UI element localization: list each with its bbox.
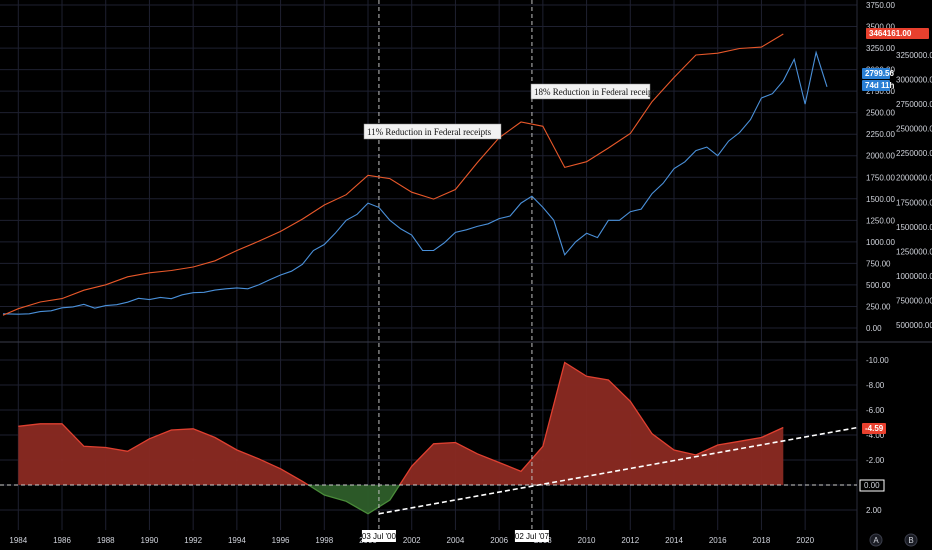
- y-tick-label: 750.00: [866, 259, 891, 268]
- date-label-bg: [361, 530, 396, 542]
- x-tick-label: 2020: [796, 536, 814, 545]
- lower-y-tick-label: 2.00: [866, 506, 882, 515]
- y-tick-label: 2750.00: [866, 87, 895, 96]
- x-tick-label: 2018: [753, 536, 771, 545]
- x-tick-label: 2002: [403, 536, 421, 545]
- date-label-text: 03 Jul '00: [362, 532, 397, 541]
- y2-tick-label: 1750000.00: [896, 198, 932, 207]
- surplus-region: [308, 485, 400, 514]
- receipts-line: [2, 33, 784, 316]
- y-tick-label: 1500.00: [866, 195, 895, 204]
- price-line: [2, 50, 828, 315]
- x-tick-label: 2006: [490, 536, 508, 545]
- lower-y-tick-label: -2.00: [866, 456, 885, 465]
- countdown-badge-bg: [862, 80, 890, 91]
- y-tick-label: 0.00: [866, 324, 882, 333]
- zero-badge-text: 0.00: [864, 481, 880, 490]
- corner-button[interactable]: [869, 533, 883, 547]
- annotations[interactable]: 11% Reduction in Federal receipts 18% Red…: [363, 83, 659, 140]
- trendline-segment[interactable]: [378, 426, 858, 515]
- zero-badge-bg: [859, 479, 885, 492]
- annotation-text: 11% Reduction in Federal receipts: [367, 127, 492, 137]
- receipts-badge-bg: [866, 28, 929, 39]
- y2-tick-label: 2000000.00: [896, 174, 932, 183]
- x-tick-label: 1990: [141, 536, 159, 545]
- x-tick-label: 1996: [272, 536, 290, 545]
- y-tick-label: 500.00: [866, 281, 891, 290]
- axis-labels: 1984198619881990199219941996199820002002…: [9, 1, 932, 545]
- price-badge-text: 2799.56: [865, 69, 894, 78]
- deficit-line: [399, 361, 784, 486]
- price-badges: 3464161.00 2799.56 74d 11h -4.59 0.00 03 Jul …: [361, 28, 929, 542]
- y2-tick-label: 1000000.00: [896, 272, 932, 281]
- x-tick-label: 2004: [447, 536, 465, 545]
- deficit-line: [18, 423, 309, 486]
- annotation-box[interactable]: [363, 123, 502, 140]
- main-series: [2, 33, 828, 316]
- date-label-bg: [514, 530, 549, 542]
- y2-tick-label: 2500000.00: [896, 125, 932, 134]
- annotation-box[interactable]: [530, 83, 651, 100]
- y-tick-label: 3500.00: [866, 23, 895, 32]
- x-tick-label: 2012: [621, 536, 639, 545]
- y2-tick-label: 1500000.00: [896, 223, 932, 232]
- x-tick-label: 1994: [228, 536, 246, 545]
- lower-y-tick-label: -4.00: [866, 431, 885, 440]
- y-tick-label: 2250.00: [866, 130, 895, 139]
- annotation-text: 18% Reduction in Federal receipts: [534, 87, 659, 97]
- countdown-badge-text: 74d 11h: [865, 81, 894, 90]
- y2-tick-label: 500000.00: [896, 321, 932, 330]
- y-tick-label: 1000.00: [866, 238, 895, 247]
- y2-tick-label: 750000.00: [896, 296, 932, 305]
- x-tick-label: 1986: [53, 536, 71, 545]
- y2-tick-label: 2750000.00: [896, 100, 932, 109]
- y2-tick-label: 2250000.00: [896, 149, 932, 158]
- x-tick-label: 1984: [9, 536, 27, 545]
- lower-y-tick-label: -10.00: [866, 356, 889, 365]
- y-tick-label: 2500.00: [866, 109, 895, 118]
- x-tick-label: 2016: [709, 536, 727, 545]
- y-tick-label: 3250.00: [866, 44, 895, 53]
- deficit-region: [399, 362, 784, 485]
- deficit-area: [0, 361, 857, 515]
- deficit-badge-bg: [862, 423, 886, 434]
- deficit-region: [18, 423, 309, 485]
- y-tick-label: 2000.00: [866, 152, 895, 161]
- corner-button[interactable]: [904, 533, 918, 547]
- deficit-badge-text: -4.59: [865, 424, 884, 433]
- corner-button-label: A: [873, 536, 879, 545]
- x-tick-label: 1992: [184, 536, 202, 545]
- grid-lines: [0, 0, 857, 530]
- y2-tick-label: 1250000.00: [896, 247, 932, 256]
- surplus-line: [308, 484, 401, 515]
- x-tick-label: 2010: [578, 536, 596, 545]
- corner-button-label: B: [908, 536, 913, 545]
- y-tick-label: 250.00: [866, 302, 891, 311]
- lower-y-tick-label: -8.00: [866, 381, 885, 390]
- x-tick-label: 2014: [665, 536, 683, 545]
- y-tick-label: 3750.00: [866, 1, 895, 10]
- lower-y-tick-label: -6.00: [866, 406, 885, 415]
- price-badge-bg: [862, 68, 890, 79]
- crosshair-lines: [378, 0, 533, 540]
- x-tick-label: 1988: [97, 536, 115, 545]
- y2-tick-label: 3250000.00: [896, 51, 932, 60]
- y2-tick-label: 3000000.00: [896, 76, 932, 85]
- y-tick-label: 1750.00: [866, 173, 895, 182]
- y-tick-label: 1250.00: [866, 216, 895, 225]
- trendline[interactable]: [378, 426, 858, 515]
- x-tick-label: 1998: [315, 536, 333, 545]
- date-label-text: 02 Jul '07: [515, 532, 550, 541]
- receipts-badge-text: 3464161.00: [869, 29, 912, 38]
